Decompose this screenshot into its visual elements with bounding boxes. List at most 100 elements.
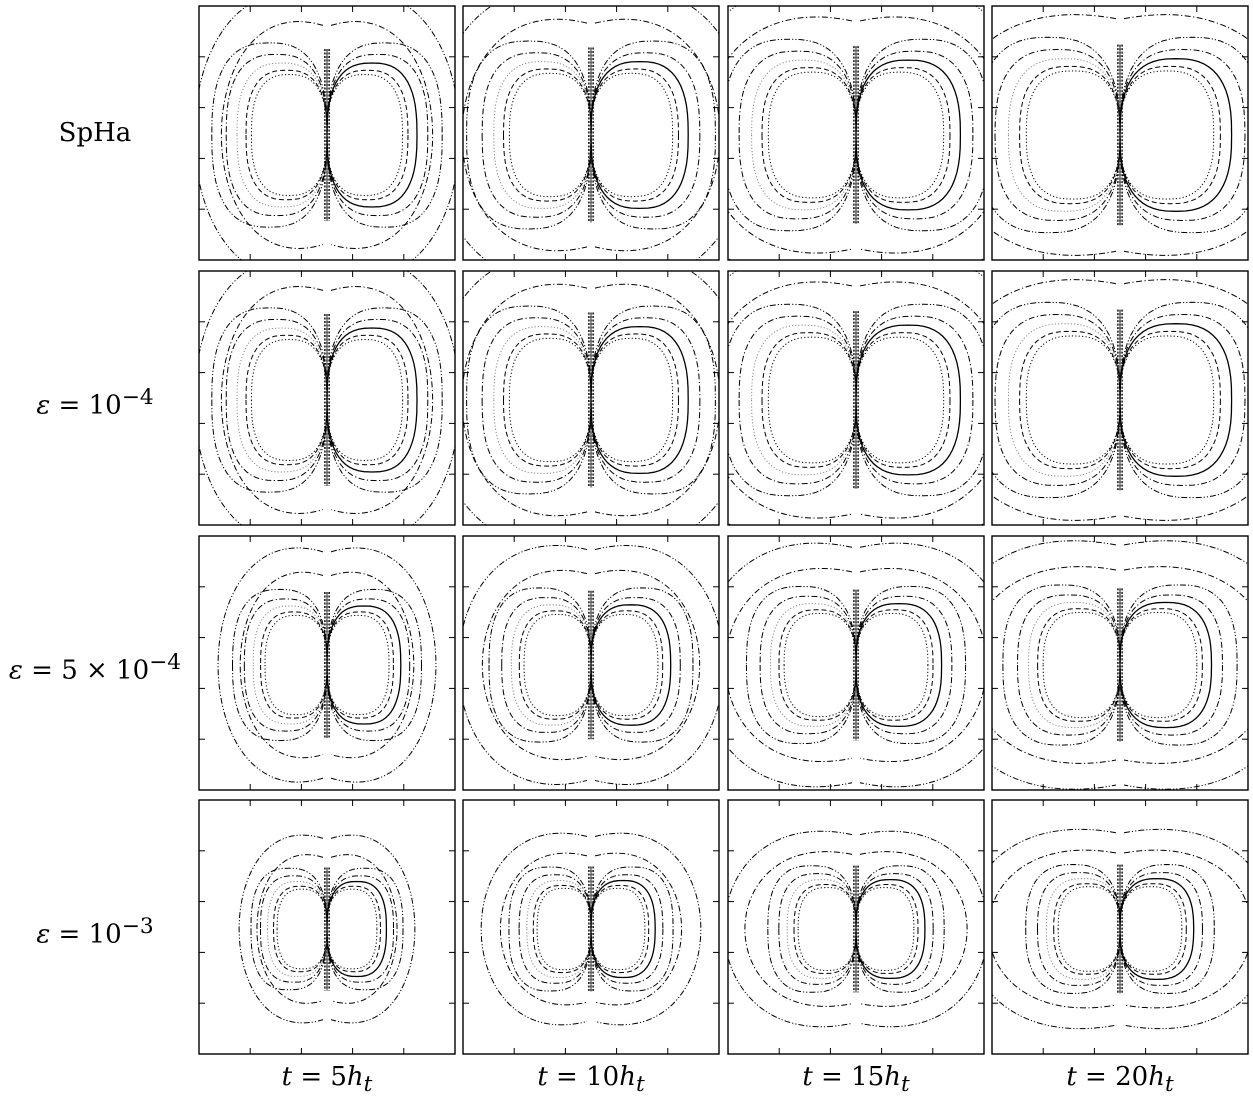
contour-right-1 [1119, 65, 1221, 205]
panel-eps-1e-4-t-20 [991, 270, 1249, 526]
contour-right-4 [326, 867, 404, 991]
contour-right-0 [326, 880, 388, 978]
contour-right-2 [855, 71, 945, 199]
contour-right-2 [1119, 70, 1215, 200]
row-label-eps-5e-4: ε = 5 × 10−4 [8, 650, 182, 686]
open-contour-right-1 [594, 545, 719, 785]
panel-SpHa-t-15 [727, 5, 985, 261]
contour-left-1 [245, 69, 328, 201]
contour-right-0 [326, 62, 418, 208]
contour-left-4 [728, 38, 857, 232]
contour-left-3 [243, 598, 328, 732]
contour-left-2 [797, 886, 857, 972]
panel-frame [727, 270, 985, 526]
panel-eps-1e-3-t-5 [198, 799, 456, 1055]
contour-right-4 [326, 42, 443, 228]
panel-frame [198, 535, 456, 791]
contour-right-0 [590, 604, 672, 726]
contour-left-0 [493, 61, 592, 209]
panel-frame [462, 799, 720, 1055]
contour-left-1 [1037, 608, 1121, 722]
contour-right-1 [855, 883, 919, 975]
contour-left-1 [272, 885, 328, 973]
open-contour-left-1 [238, 834, 324, 1024]
panel-eps-1e-4-t-5 [198, 270, 456, 526]
open-contour-left-0 [221, 21, 324, 249]
contour-right-0 [855, 878, 926, 980]
contour-left-1 [502, 68, 592, 202]
open-contour-left-0 [992, 279, 1117, 521]
contour-left-2 [508, 337, 592, 463]
panel-frame [462, 270, 720, 526]
contour-right-4 [326, 588, 423, 742]
contour-right-0 [1119, 58, 1233, 212]
contour-left-4 [992, 36, 1121, 234]
open-contour-right-1 [689, 271, 719, 525]
contour-right-1 [590, 884, 650, 974]
open-contour-right-1 [974, 6, 984, 260]
open-contour-right-1 [689, 6, 719, 260]
contour-left-4 [466, 40, 592, 230]
open-contour-right-0 [1123, 14, 1248, 256]
panel-eps-5e-4-t-15 [727, 535, 985, 791]
contour-right-1 [326, 611, 394, 719]
contour-right-2 [326, 338, 404, 462]
open-contour-left-0 [481, 570, 588, 760]
contour-left-2 [250, 73, 328, 197]
contour-left-0 [267, 880, 328, 978]
open-contour-left-0 [500, 852, 588, 1006]
contour-right-4 [326, 307, 443, 493]
contour-right-1 [855, 67, 951, 203]
contour-left-4 [745, 585, 857, 745]
open-contour-right-1 [1123, 828, 1248, 1030]
open-contour-right-1 [406, 6, 455, 260]
contour-right-4 [1119, 863, 1215, 995]
open-contour-left-1 [992, 540, 1117, 790]
contour-right-1 [1119, 330, 1221, 470]
contour-left-2 [1042, 611, 1121, 719]
contour-right-4 [590, 305, 716, 495]
contour-right-3 [326, 598, 411, 732]
open-contour-right-1 [406, 271, 455, 525]
contour-right-4 [1119, 584, 1238, 746]
contour-left-4 [1002, 584, 1121, 746]
open-contour-left-0 [463, 283, 588, 517]
contour-right-1 [590, 68, 680, 202]
contour-left-1 [1019, 65, 1121, 205]
panel-frame [727, 5, 985, 261]
contour-left-0 [751, 59, 857, 211]
contour-left-3 [225, 318, 328, 482]
contour-right-4 [590, 40, 716, 230]
contour-left-4 [728, 303, 857, 497]
open-contour-left-1 [463, 545, 588, 785]
panel-eps-5e-4-t-5 [198, 535, 456, 791]
contour-right-0 [1119, 601, 1213, 729]
contour-left-0 [236, 327, 328, 473]
contour-right-1 [1119, 608, 1203, 722]
open-contour-right-0 [594, 570, 701, 760]
panel-eps-5e-4-t-10 [462, 535, 720, 791]
contour-right-1 [326, 69, 409, 201]
panel-frame [991, 535, 1249, 791]
open-contour-left-0 [239, 572, 324, 758]
contour-right-2 [326, 888, 378, 970]
contour-left-1 [778, 609, 857, 721]
contour-right-3 [326, 53, 429, 217]
contour-right-0 [326, 605, 402, 725]
contour-right-2 [590, 613, 659, 717]
open-contour-right-0 [1123, 566, 1248, 764]
contour-left-0 [526, 879, 592, 979]
contour-left-4 [992, 301, 1121, 499]
contour-left-4 [488, 587, 592, 743]
contour-left-1 [518, 610, 592, 720]
contour-right-2 [1119, 335, 1215, 465]
contour-right-2 [855, 336, 945, 464]
contour-left-4 [767, 865, 857, 993]
contour-right-4 [855, 38, 984, 232]
open-contour-right-1 [1124, 0, 1253, 287]
contour-left-1 [761, 332, 857, 468]
open-contour-right-1 [330, 547, 437, 783]
open-contour-right-0 [859, 851, 968, 1007]
contour-right-4 [855, 303, 984, 497]
